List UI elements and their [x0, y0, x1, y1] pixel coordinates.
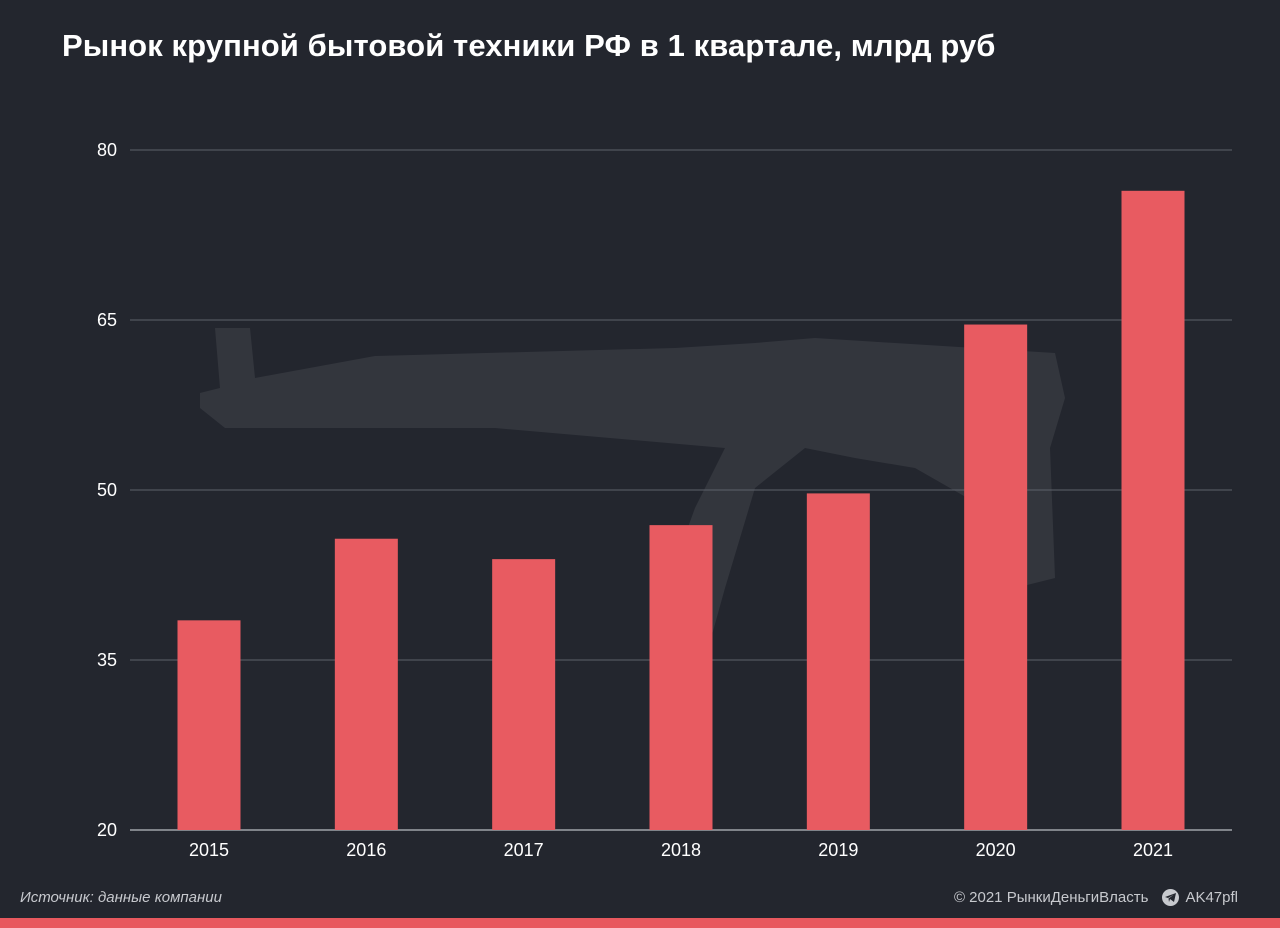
credits: © 2021 РынкиДеньгиВласть AK47pfl — [954, 889, 1238, 906]
y-axis-tick-labels: 20 35 50 65 80 — [97, 140, 117, 840]
copyright-text: © 2021 РынкиДеньгиВласть — [953, 889, 1149, 906]
x-axis-tick-labels: 2015 2016 2017 2018 2019 2020 2021 — [189, 840, 1173, 860]
bars — [177, 190, 1185, 831]
bar-2019 — [806, 493, 870, 830]
bar-2021 — [1121, 190, 1185, 831]
bottom-accent-stripe — [0, 918, 1280, 928]
bar-2017 — [492, 559, 556, 830]
y-tick-label: 35 — [97, 650, 117, 670]
x-tick-label: 2017 — [504, 840, 544, 860]
x-tick-label: 2016 — [346, 840, 386, 860]
bar-2018 — [649, 525, 713, 830]
bar-chart: 20 35 50 65 80 2015 2016 2017 2018 2019 2020 2021 — [97, 140, 1232, 860]
bar-2016 — [334, 538, 398, 830]
x-tick-label: 2018 — [661, 840, 701, 860]
chart-title: Рынок крупной бытовой техники РФ в 1 ква… — [62, 28, 996, 63]
y-tick-label: 80 — [97, 140, 117, 160]
source-note: Источник: данные компании — [20, 889, 222, 906]
channel-handle[interactable]: AK47pfl — [1185, 889, 1238, 906]
x-tick-label: 2021 — [1133, 840, 1173, 860]
y-tick-label: 20 — [97, 820, 117, 840]
y-tick-label: 65 — [97, 310, 117, 330]
rifle-watermark-icon — [200, 328, 1065, 678]
telegram-icon — [1162, 889, 1180, 906]
y-tick-label: 50 — [97, 480, 117, 500]
bar-2015 — [177, 620, 241, 830]
x-tick-label: 2019 — [818, 840, 858, 860]
x-tick-label: 2015 — [189, 840, 229, 860]
x-tick-label: 2020 — [976, 840, 1016, 860]
bar-2020 — [964, 324, 1028, 830]
